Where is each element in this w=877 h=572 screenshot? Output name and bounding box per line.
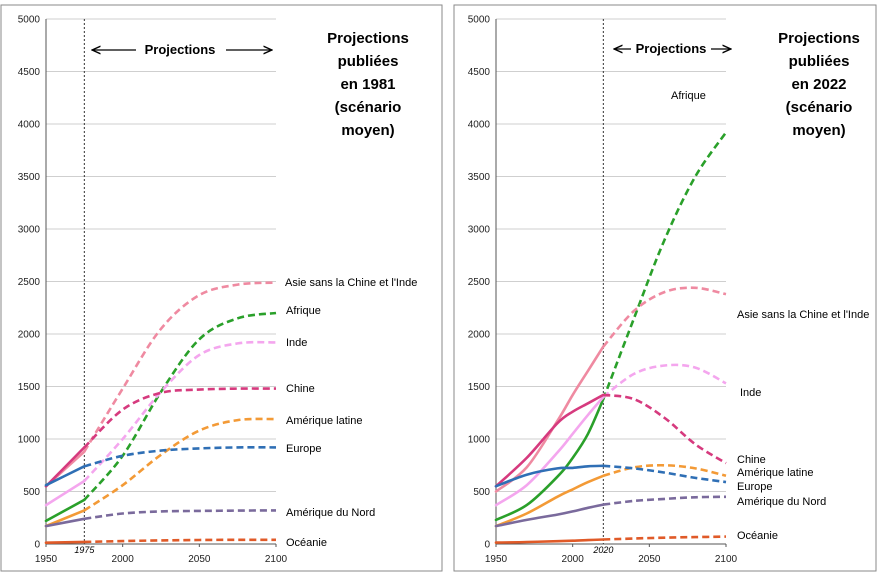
series-line-amerique-du-nord-observed xyxy=(44,517,86,528)
y-tick-label: 1000 xyxy=(468,435,491,446)
projections-label: Projections xyxy=(636,41,707,56)
series-label-inde: Inde xyxy=(286,337,307,349)
series-line-europe-projected xyxy=(603,464,727,484)
series-line-inde-projected xyxy=(83,340,277,482)
chart-panel-2: 0 500 1000 1500 2000 2500 3000 3500 4000 4500 5000… xyxy=(453,4,877,572)
series-label-amerique-du-nord: Amérique du Nord xyxy=(737,496,826,508)
chart-title-line: publiées xyxy=(338,53,399,70)
series-label-oceanie: Océanie xyxy=(737,530,778,542)
series-label-oceanie: Océanie xyxy=(286,537,327,549)
x-tick-label: 1950 xyxy=(485,554,508,565)
series-line-oceanie-projected xyxy=(603,535,727,541)
y-tick-label: 2500 xyxy=(468,277,491,288)
series-line-oceanie-observed xyxy=(494,538,605,544)
x-tick-label: 2050 xyxy=(188,554,211,565)
y-tick-label: 5000 xyxy=(468,15,491,26)
series-line-europe-observed xyxy=(494,464,605,488)
series-line-amerique-latine-projected xyxy=(602,463,727,478)
y-tick-label: 1000 xyxy=(18,435,41,446)
series-label-afrique: Afrique xyxy=(671,90,706,102)
series-line-afrique-projected xyxy=(83,311,277,501)
series-line-amerique-du-nord-observed xyxy=(494,503,605,528)
projection-start-year-label: 2020 xyxy=(592,545,613,555)
series-line-chine-projected xyxy=(603,393,727,465)
chart-title-line: moyen) xyxy=(792,122,845,139)
y-tick-label: 0 xyxy=(34,540,40,551)
series-line-inde-projected xyxy=(602,363,727,399)
projection-start-year-label: 1975 xyxy=(74,545,95,555)
chart-title-line: (scénario xyxy=(335,99,402,116)
series-label-chine: Chine xyxy=(737,454,766,466)
chart-title-line: en 1981 xyxy=(340,76,395,93)
series-line-oceanie-projected xyxy=(84,538,276,544)
series-line-afrique-projected xyxy=(602,131,728,400)
y-tick-label: 4500 xyxy=(18,67,41,78)
chart-title-line: moyen) xyxy=(341,122,394,139)
series-line-europe-projected xyxy=(83,446,277,468)
y-tick-label: 500 xyxy=(23,487,40,498)
x-tick-label: 2100 xyxy=(265,554,288,565)
series-label-inde: Inde xyxy=(740,387,761,399)
series-line-asie-sans-la-chine-et-l-inde-projected xyxy=(83,281,277,453)
x-tick-label: 2000 xyxy=(562,554,585,565)
series-line-amerique-du-nord-projected xyxy=(603,495,727,506)
series-line-inde-observed xyxy=(44,479,86,507)
y-tick-label: 1500 xyxy=(18,382,41,393)
series-line-europe-observed xyxy=(44,465,86,487)
series-line-chine-observed xyxy=(494,393,605,488)
series-line-amerique-latine-observed xyxy=(494,474,605,528)
y-tick-label: 500 xyxy=(473,487,490,498)
y-tick-label: 3500 xyxy=(18,172,41,183)
y-tick-label: 4000 xyxy=(18,120,41,131)
y-tick-label: 4000 xyxy=(468,120,491,131)
series-label-europe: Europe xyxy=(737,481,772,493)
series-line-inde-observed xyxy=(494,395,605,507)
chart-panel-1: 0 500 1000 1500 2000 2500 3000 3500 4000 4500 5000… xyxy=(0,4,443,572)
series-label-amerique-du-nord: Amérique du Nord xyxy=(286,507,375,519)
series-label-amerique-latine: Amérique latine xyxy=(737,467,813,479)
series-line-afrique-observed xyxy=(44,498,86,523)
y-tick-label: 2500 xyxy=(18,277,41,288)
series-label-amerique-latine: Amérique latine xyxy=(286,415,362,427)
series-label-asie-sans-la-chine-et-l-inde: Asie sans la Chine et l'Inde xyxy=(285,277,417,289)
y-tick-label: 5000 xyxy=(18,15,41,26)
series-line-amerique-du-nord-projected xyxy=(84,509,277,521)
series-line-asie-sans-la-chine-et-l-inde-observed xyxy=(494,345,605,493)
y-tick-label: 3500 xyxy=(468,172,491,183)
series-line-asie-sans-la-chine-et-l-inde-projected xyxy=(602,286,727,348)
x-tick-label: 1950 xyxy=(35,554,58,565)
chart-title-line: publiées xyxy=(789,53,850,70)
series-label-afrique: Afrique xyxy=(286,305,321,317)
chart-frame xyxy=(0,4,443,572)
chart-title-line: (scénario xyxy=(786,99,853,116)
projections-label: Projections xyxy=(145,42,216,57)
series-label-chine: Chine xyxy=(286,383,315,395)
y-tick-label: 4500 xyxy=(468,67,491,78)
y-tick-label: 3000 xyxy=(18,225,41,236)
chart-title-line: Projections xyxy=(327,30,409,47)
x-tick-label: 2000 xyxy=(112,554,135,565)
chart-title-line: en 2022 xyxy=(791,76,846,93)
series-line-chine-projected xyxy=(83,387,277,449)
series-line-oceanie-observed xyxy=(44,540,86,544)
y-tick-label: 0 xyxy=(484,540,490,551)
x-tick-label: 2100 xyxy=(715,554,738,565)
x-tick-label: 2050 xyxy=(638,554,661,565)
y-tick-label: 2000 xyxy=(468,330,491,341)
chart-title-line: Projections xyxy=(778,30,860,47)
y-tick-label: 3000 xyxy=(468,225,491,236)
series-label-europe: Europe xyxy=(286,443,321,455)
series-label-asie-sans-la-chine-et-l-inde: Asie sans la Chine et l'Inde xyxy=(737,309,869,321)
y-tick-label: 1500 xyxy=(468,382,491,393)
y-tick-label: 2000 xyxy=(18,330,41,341)
